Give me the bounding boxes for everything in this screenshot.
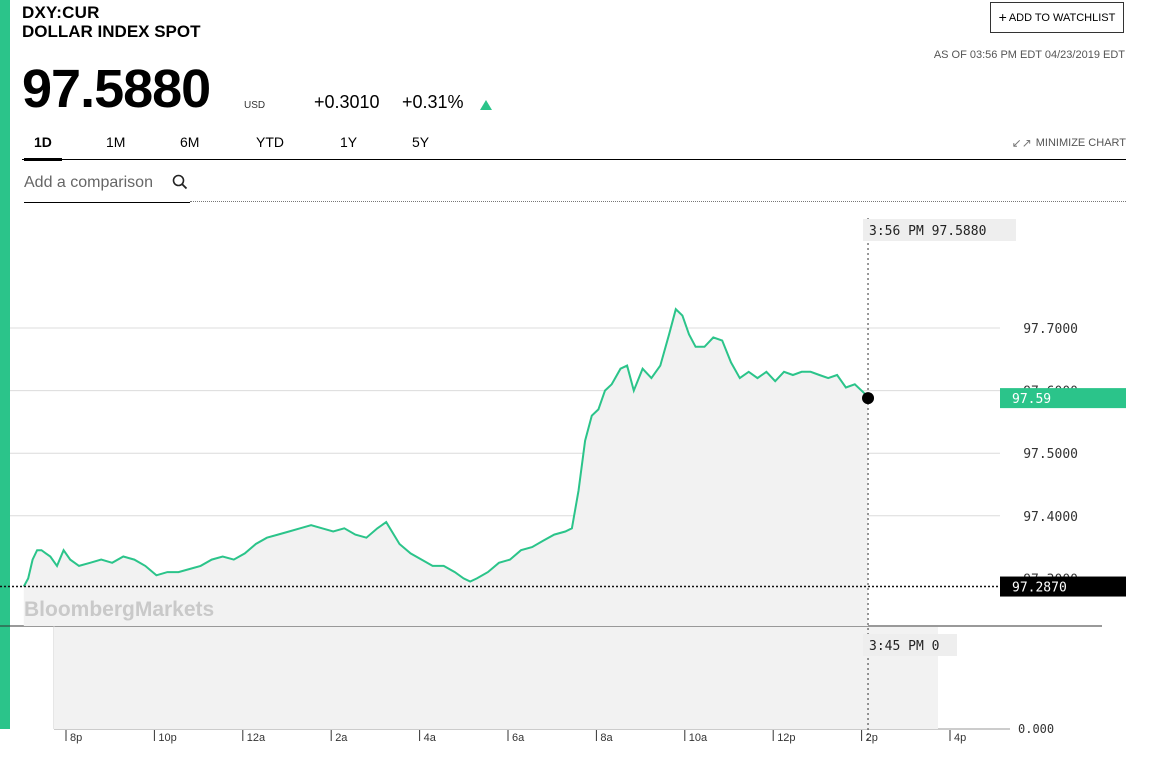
price-change: +0.3010: [314, 92, 380, 112]
currency-label: USD: [244, 100, 266, 111]
last-price-label: 97.59: [1012, 392, 1051, 407]
x-tick-label: 6a: [512, 732, 525, 744]
last-price: 97.5880: [22, 59, 211, 119]
add-to-watchlist-label: ADD TO WATCHLIST: [1008, 11, 1116, 24]
comparison-search-input[interactable]: Add a comparison: [24, 170, 190, 203]
security-name: DOLLAR INDEX SPOT: [22, 22, 201, 41]
minimize-icon: ↙↗: [1011, 136, 1032, 150]
volume-area: [54, 627, 938, 729]
price-area-fill: [23, 309, 869, 626]
search-icon[interactable]: [172, 174, 188, 195]
x-tick-label: 10a: [689, 732, 708, 744]
tab-label: YTD: [256, 134, 284, 150]
tab-5y[interactable]: 5Y: [412, 134, 429, 150]
accent-bar: [0, 0, 10, 729]
x-tick-label: 4a: [424, 732, 437, 744]
tab-ytd[interactable]: YTD: [256, 134, 284, 150]
tab-label: 1D: [34, 134, 52, 150]
comparison-placeholder: Add a comparison: [24, 174, 153, 191]
add-to-watchlist-button[interactable]: + ADD TO WATCHLIST: [990, 2, 1124, 33]
x-tick-label: 10p: [158, 732, 176, 744]
ticker-symbol: DXY:CUR: [22, 3, 100, 22]
tab-label: 1Y: [340, 134, 358, 150]
y-tick-label: 97.5000: [1023, 447, 1078, 462]
tab-label: 5Y: [412, 134, 430, 150]
volume-tooltip: 3:45 PM 0: [869, 639, 939, 654]
x-tick-label: 2p: [866, 732, 878, 744]
plus-icon: +: [998, 9, 1007, 25]
minimize-chart-label: MINIMIZE CHART: [1035, 137, 1126, 149]
timeframe-tabs: 1D 1M 6M YTD 1Y 5Y ↙↗ MINIMIZE CHART: [22, 130, 1126, 161]
last-price-marker[interactable]: [862, 392, 875, 405]
y-tick-label: 97.7000: [1023, 322, 1078, 337]
bloomberg-watermark: BloombergMarkets: [24, 598, 214, 621]
crosshair-tooltip: 3:56 PM 97.5880: [869, 224, 986, 239]
price-line: [22, 307, 869, 587]
previous-close-label: 97.2870: [1012, 581, 1067, 596]
x-tick-label: 12a: [247, 732, 266, 744]
x-tick-label: 4p: [954, 732, 966, 744]
crosshair-tooltip-bg: [863, 219, 1016, 241]
tab-1y[interactable]: 1Y: [340, 134, 357, 150]
x-tick-label: 2a: [335, 732, 348, 744]
tab-label: 1M: [106, 134, 126, 150]
x-tick-label: 12p: [777, 732, 795, 744]
volume-axis-label: 0.000: [1018, 722, 1054, 736]
up-arrow-icon: [480, 100, 492, 110]
previous-close-pill: [1000, 576, 1126, 597]
y-tick-label: 97.4000: [1023, 510, 1078, 525]
x-tick-label: 8a: [600, 732, 613, 744]
tab-6m[interactable]: 6M: [180, 134, 199, 150]
last-price-pill: [1000, 388, 1126, 409]
x-tick-label: 8p: [70, 732, 82, 744]
tab-label: 6M: [180, 134, 200, 150]
tab-1d[interactable]: 1D: [34, 134, 52, 150]
volume-tooltip-bg: [863, 634, 957, 656]
active-tab-indicator: [24, 158, 62, 161]
as-of-timestamp: AS OF 03:56 PM EDT 04/23/2019 EDT: [933, 49, 1125, 61]
tab-1m[interactable]: 1M: [106, 134, 125, 150]
header-divider: [190, 201, 1126, 202]
price-change-percent: +0.31%: [402, 92, 464, 112]
minimize-chart-button[interactable]: ↙↗ MINIMIZE CHART: [1012, 136, 1126, 150]
